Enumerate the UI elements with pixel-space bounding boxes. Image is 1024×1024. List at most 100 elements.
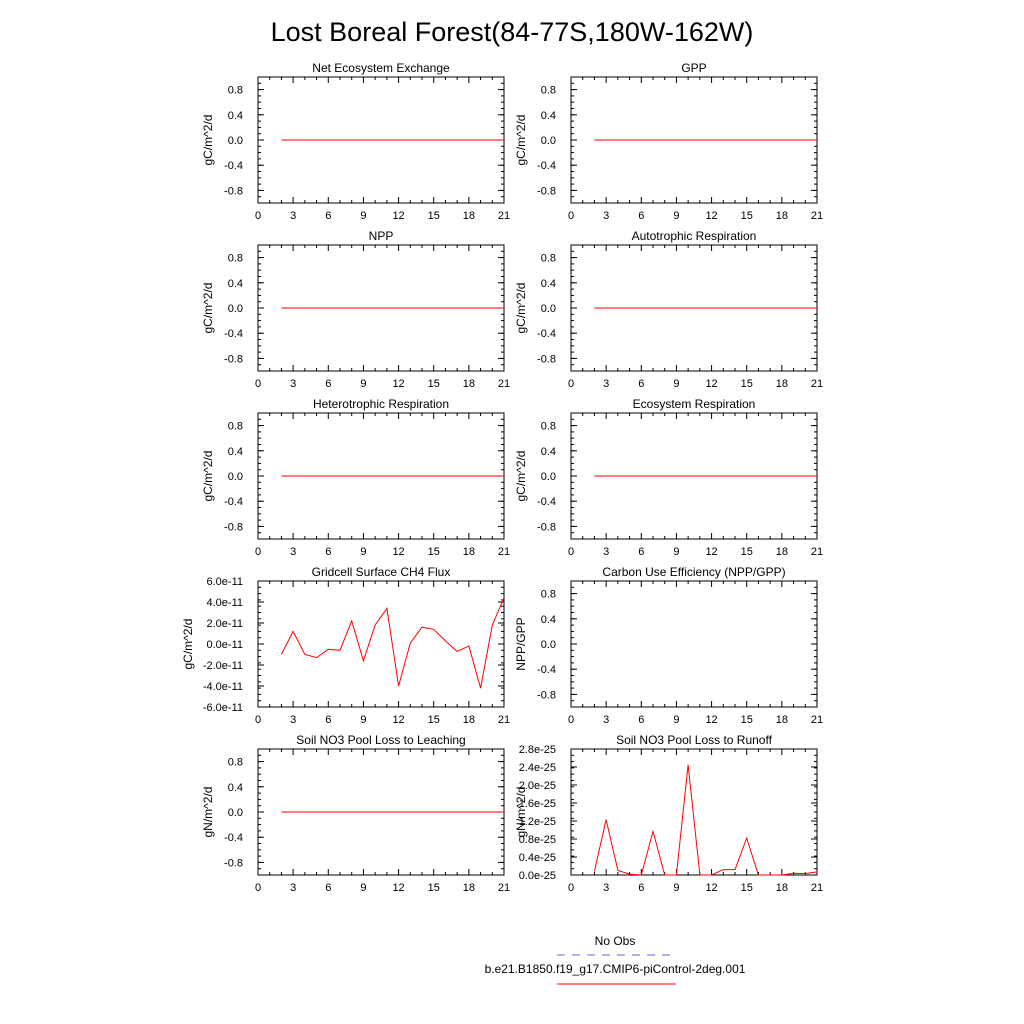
y-tick-label: 6.0e-11 — [207, 576, 244, 588]
y-tick-label: -0.4 — [224, 160, 243, 172]
y-tick-label: 0.0 — [228, 471, 243, 483]
x-tick-label: 21 — [498, 210, 510, 222]
x-tick-label: 9 — [673, 546, 679, 558]
y-tick-label: 2.0e-25 — [519, 780, 556, 792]
chart-panel: Net Ecosystem Exchange 0 3 6 9 12 15 18 21 0.8 0.4… — [201, 61, 510, 222]
panel-title: Ecosystem Respiration — [633, 397, 756, 411]
x-tick-label: 12 — [705, 546, 717, 558]
x-tick-label: 18 — [776, 378, 788, 390]
panels: Net Ecosystem Exchange 0 3 6 9 12 15 18 21 0.8 0.4… — [181, 61, 823, 894]
y-tick-label: -0.4 — [537, 664, 556, 676]
y-tick-label: -6.0e-11 — [203, 702, 243, 714]
x-tick-label: 18 — [463, 714, 475, 726]
x-tick-label: 9 — [360, 378, 366, 390]
panel-title: GPP — [681, 61, 706, 75]
y-tick-label: -0.4 — [537, 160, 556, 172]
series-line — [280, 597, 505, 689]
panel-title: Heterotrophic Respiration — [313, 397, 449, 411]
y-tick-label: 0.4e-25 — [519, 852, 556, 864]
x-tick-label: 12 — [392, 378, 404, 390]
x-tick-label: 15 — [741, 714, 753, 726]
x-tick-label: 18 — [463, 210, 475, 222]
x-tick-label: 9 — [360, 546, 366, 558]
y-tick-label: 0.8e-25 — [519, 834, 556, 846]
x-tick-label: 15 — [428, 210, 440, 222]
y-axis-label: gN/m^2/d — [201, 787, 215, 838]
plot-frame — [570, 748, 818, 876]
x-tick-label: 3 — [603, 714, 609, 726]
chart-panel: Gridcell Surface CH4 Flux 0 3 6 9 12 15 18 21 6.0… — [181, 565, 510, 726]
y-tick-label: 0.0e-25 — [519, 870, 556, 882]
panel-title: Carbon Use Efficiency (NPP/GPP) — [602, 565, 785, 579]
x-tick-label: 18 — [463, 546, 475, 558]
panel-title: Net Ecosystem Exchange — [312, 61, 450, 75]
x-tick-label: 21 — [498, 882, 510, 894]
chart-panel: GPP 0 3 6 9 12 15 18 21 0.8 0.4 0.0 -0.4 -0.8 gC/m^2/d — [514, 61, 823, 222]
y-tick-label: -4.0e-11 — [203, 681, 243, 693]
legend: No Obs b.e21.B1850.f19_g17.CMIP6-piContr… — [485, 934, 746, 985]
y-tick-label: 0.4 — [541, 446, 556, 458]
panel-title: Gridcell Surface CH4 Flux — [312, 565, 451, 579]
x-tick-label: 3 — [290, 210, 296, 222]
legend-obs-label: No Obs — [595, 934, 636, 948]
x-tick-label: 0 — [568, 378, 574, 390]
y-tick-label: 2.0e-11 — [207, 618, 244, 630]
y-tick-label: -0.4 — [224, 496, 243, 508]
y-axis-label: NPP/GPP — [514, 617, 528, 670]
y-tick-label: -2.0e-11 — [203, 660, 243, 672]
y-tick-label: -0.8 — [224, 857, 243, 869]
y-tick-label: 0.8 — [228, 757, 243, 769]
x-tick-label: 6 — [638, 210, 644, 222]
panel-title: Autotrophic Respiration — [632, 229, 757, 243]
x-tick-label: 3 — [290, 714, 296, 726]
x-tick-label: 12 — [705, 210, 717, 222]
y-tick-label: 0.0 — [228, 807, 243, 819]
x-tick-label: 12 — [392, 882, 404, 894]
x-tick-label: 9 — [673, 882, 679, 894]
plot-frame — [257, 580, 505, 708]
x-tick-label: 18 — [776, 546, 788, 558]
x-tick-label: 21 — [498, 546, 510, 558]
plot-frame — [570, 580, 818, 708]
x-tick-label: 6 — [325, 882, 331, 894]
x-tick-label: 18 — [776, 714, 788, 726]
y-axis-label: gC/m^2/d — [514, 115, 528, 166]
y-tick-label: 0.0 — [541, 135, 556, 147]
y-tick-label: -0.8 — [537, 689, 556, 701]
y-tick-label: -0.4 — [537, 328, 556, 340]
x-tick-label: 0 — [568, 546, 574, 558]
x-tick-label: 6 — [638, 882, 644, 894]
y-tick-label: 0.8 — [541, 85, 556, 97]
y-tick-label: 0.0 — [541, 471, 556, 483]
x-tick-label: 3 — [290, 546, 296, 558]
y-tick-label: -0.4 — [224, 832, 243, 844]
x-tick-label: 21 — [811, 714, 823, 726]
y-tick-label: -0.8 — [224, 353, 243, 365]
x-tick-label: 9 — [673, 378, 679, 390]
panel-title: Soil NO3 Pool Loss to Leaching — [296, 733, 465, 747]
y-tick-label: 0.4 — [228, 278, 243, 290]
y-tick-label: 1.2e-25 — [519, 816, 556, 828]
chart-panel: NPP 0 3 6 9 12 15 18 21 0.8 0.4 0.0 -0.4 -0.8 gC/m^2/d — [201, 229, 510, 390]
x-tick-label: 12 — [705, 378, 717, 390]
y-tick-label: 0.8 — [228, 253, 243, 265]
x-tick-label: 6 — [638, 546, 644, 558]
x-tick-label: 21 — [498, 378, 510, 390]
x-tick-label: 21 — [811, 210, 823, 222]
x-tick-label: 15 — [741, 378, 753, 390]
y-tick-label: 0.8 — [541, 589, 556, 601]
panel-title: Soil NO3 Pool Loss to Runoff — [616, 733, 773, 747]
chart-panel: Autotrophic Respiration 0 3 6 9 12 15 18 21 0.8 0.… — [514, 229, 823, 390]
x-tick-label: 6 — [325, 210, 331, 222]
y-tick-label: -0.8 — [224, 521, 243, 533]
x-tick-label: 6 — [325, 378, 331, 390]
x-tick-label: 0 — [568, 210, 574, 222]
x-tick-label: 3 — [603, 882, 609, 894]
x-tick-label: 3 — [290, 378, 296, 390]
x-tick-label: 15 — [741, 210, 753, 222]
x-tick-label: 12 — [705, 882, 717, 894]
x-tick-label: 15 — [428, 882, 440, 894]
y-tick-label: 0.0 — [541, 639, 556, 651]
chart-panel: Heterotrophic Respiration 0 3 6 9 12 15 18 21 0.8… — [201, 397, 510, 558]
y-tick-label: 0.4 — [541, 110, 556, 122]
